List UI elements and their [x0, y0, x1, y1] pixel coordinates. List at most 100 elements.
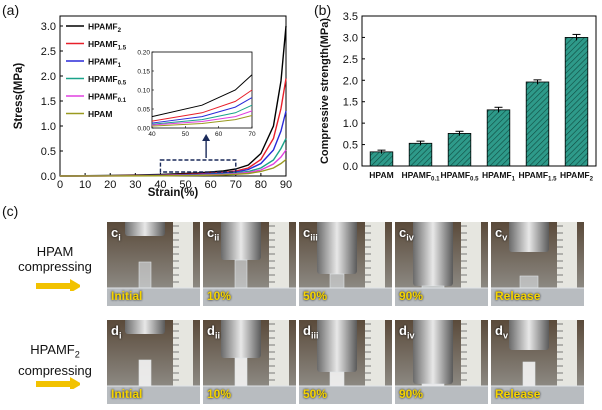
- y-axis-label: Compressive strength(MPa): [319, 18, 331, 164]
- sample: [421, 285, 445, 289]
- sample: [519, 275, 539, 289]
- photo-stage-label: Initial: [111, 289, 143, 303]
- photo-ciii: ciii 50%: [299, 222, 392, 306]
- photo-scene: [491, 222, 584, 306]
- photo-tag-prefix: c: [111, 225, 119, 240]
- inset-y-tick-label: 0.05: [137, 107, 150, 114]
- photo-scene: [299, 222, 392, 306]
- x-tick-label: HPAM: [369, 170, 393, 180]
- photo-tag-prefix: d: [495, 323, 503, 338]
- inset-x-tick-label: 60: [215, 131, 223, 138]
- x-tick-label: 10: [79, 179, 91, 191]
- y-tick-label: 3.0: [41, 21, 56, 33]
- photo-stage-label: 50%: [303, 289, 328, 303]
- photo-tag: diii: [303, 323, 319, 341]
- platform: [203, 386, 296, 404]
- bar: [525, 81, 550, 167]
- panel-label-a: (a): [2, 2, 20, 18]
- photo-dii: dii 10%: [203, 320, 296, 404]
- zoom-region-box: [159, 159, 237, 173]
- inset-series-line: [151, 97, 253, 124]
- x-tick-label: 20: [104, 179, 116, 191]
- photo-tag: dii: [207, 323, 220, 341]
- photo-tag-prefix: d: [399, 323, 407, 338]
- inset-series-line: [151, 110, 253, 126]
- row-label-line2: compressing: [18, 259, 92, 274]
- plunger: [317, 222, 357, 274]
- legend-label: HPAMF2: [88, 22, 122, 35]
- sample: [522, 361, 536, 387]
- y-tick-label: 0.5: [343, 140, 358, 152]
- y-tick-label: 1.5: [41, 96, 56, 108]
- y-tick-label: 3.5: [343, 11, 358, 23]
- ruler: [269, 222, 289, 292]
- photo-stage-label: Initial: [111, 387, 143, 401]
- photo-scene: [299, 320, 392, 404]
- photo-tag-index: ii: [214, 330, 221, 341]
- plunger: [221, 222, 261, 260]
- plunger: [509, 222, 549, 252]
- x-tick-label: 60: [205, 179, 217, 191]
- arrow-right-icon: [36, 279, 80, 291]
- bar: [408, 142, 433, 167]
- plot-frame: [361, 15, 597, 167]
- platform: [491, 288, 584, 306]
- arrow-right-icon: [36, 377, 80, 389]
- photo-tag-index: iv: [406, 232, 414, 243]
- platform: [395, 288, 488, 306]
- inset-y-tick-label: 0.10: [137, 88, 150, 95]
- inset-series-line: [151, 114, 253, 127]
- y-tick-label: 1.0: [41, 121, 56, 133]
- panel-label-c: (c): [2, 203, 19, 219]
- inset-x-tick-label: 50: [182, 131, 190, 138]
- photo-scene: [203, 222, 296, 306]
- plunger: [221, 320, 261, 358]
- photo-stage-label: 10%: [207, 289, 232, 303]
- y-tick-label: 0.0: [343, 161, 358, 173]
- bar: [447, 133, 472, 167]
- x-tick-label: 70: [230, 179, 242, 191]
- inset-series-line: [151, 104, 253, 125]
- y-tick-label: 1.5: [343, 97, 358, 109]
- platform: [203, 288, 296, 306]
- photo-tag-index: i: [118, 330, 122, 341]
- y-tick-label: 2.0: [41, 71, 56, 83]
- x-tick-label: 80: [255, 179, 267, 191]
- photo-tag-index: iv: [406, 330, 415, 341]
- legend-label: HPAMF1.5: [88, 39, 127, 52]
- photo-cii: cii 10%: [203, 222, 296, 306]
- photo-scene: [107, 320, 200, 404]
- plunger: [125, 222, 165, 236]
- row-label-line1: HPAMF: [30, 342, 75, 357]
- sample: [138, 359, 152, 387]
- photo-cv: cv Release: [491, 222, 584, 306]
- x-tick-label: 90: [280, 179, 292, 191]
- photo-tag: di: [111, 323, 121, 341]
- photo-tag-prefix: c: [495, 225, 503, 240]
- ruler: [365, 320, 385, 390]
- sample: [329, 273, 345, 289]
- y-tick-label: 2.0: [343, 75, 358, 87]
- x-tick-label: 50: [179, 179, 191, 191]
- series-line: [59, 138, 287, 177]
- photo-scene: [395, 320, 488, 404]
- photo-stage-label: 90%: [399, 387, 424, 401]
- ruler: [365, 222, 385, 292]
- platform: [107, 288, 200, 306]
- inset-x-tick-label: 70: [248, 131, 256, 138]
- ruler: [173, 222, 193, 292]
- plunger: [509, 320, 549, 350]
- plunger: [125, 320, 165, 334]
- row-label-line2: compressing: [18, 362, 92, 378]
- photo-tag-index: iii: [310, 330, 319, 341]
- y-tick-label: 2.5: [41, 46, 56, 58]
- photo-div: div 90%: [395, 320, 488, 404]
- photo-di: di Initial: [107, 320, 200, 404]
- photo-tag: div: [399, 323, 415, 341]
- inset-series-line: [151, 89, 253, 122]
- photo-tag-index: ii: [214, 232, 220, 243]
- photo-scene: [395, 222, 488, 306]
- sample: [234, 259, 248, 289]
- inset-y-tick-label: 0.15: [137, 69, 150, 76]
- x-axis-label: Strain(%): [148, 187, 199, 199]
